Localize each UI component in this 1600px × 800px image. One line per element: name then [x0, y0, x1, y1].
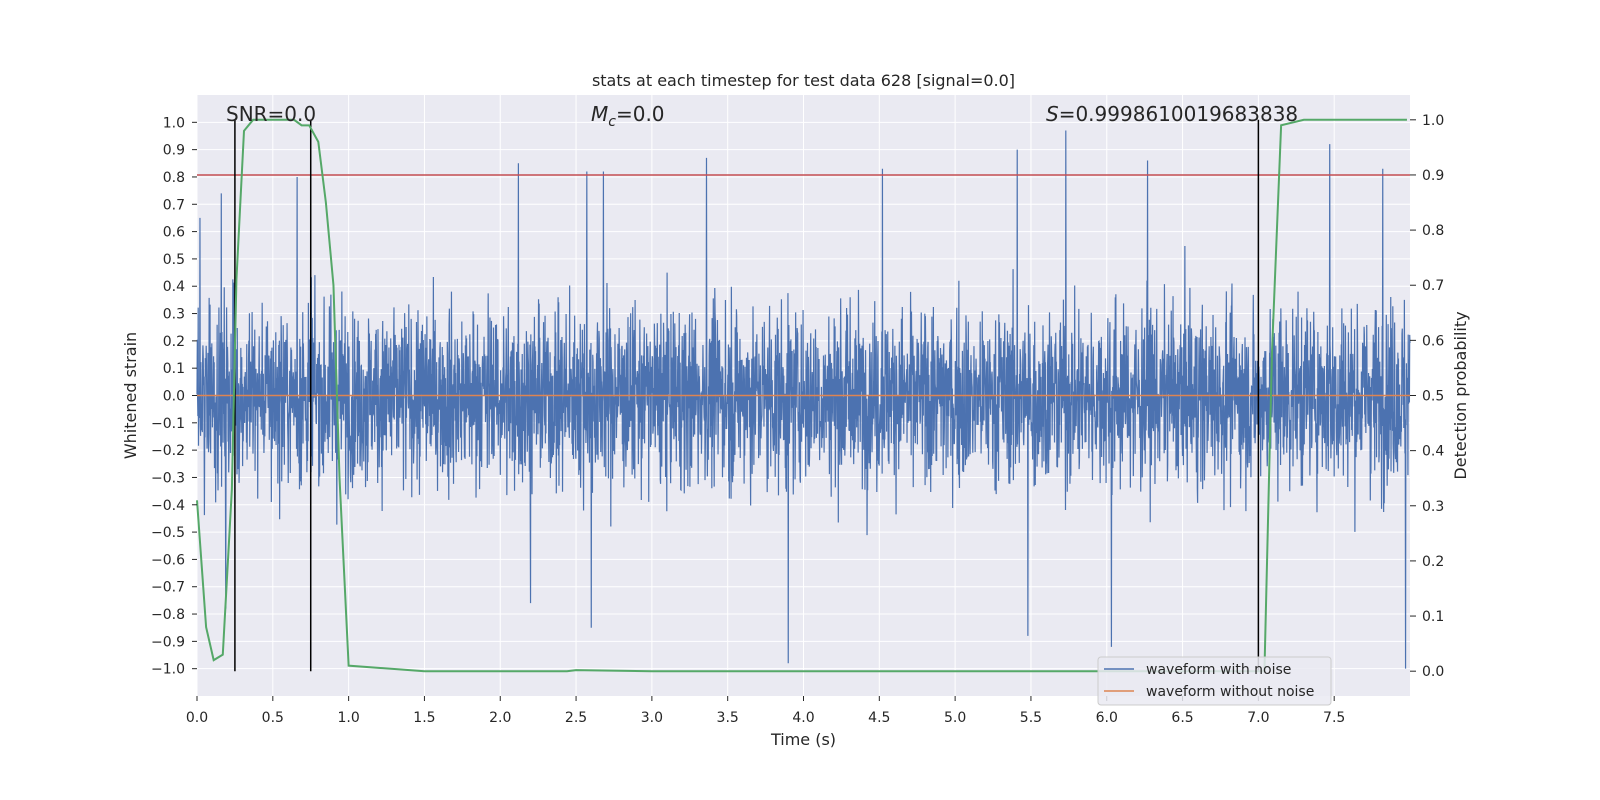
chart-title: stats at each timestep for test data 628…	[592, 71, 1015, 90]
right-y-tick-label: 0.4	[1422, 444, 1444, 460]
right-y-tick-label: 0.6	[1422, 333, 1444, 349]
right-y-tick-label: 0.8	[1422, 223, 1444, 239]
y-tick-label: −0.5	[151, 525, 185, 541]
s-symbol: S	[1046, 102, 1059, 126]
mc-symbol: M	[591, 102, 608, 126]
x-tick-label: 3.5	[717, 710, 739, 726]
y-tick-label: −0.1	[151, 416, 185, 432]
y-tick-label: 0.7	[163, 197, 185, 213]
x-tick-label: 7.5	[1323, 710, 1345, 726]
tick-labels: 1.0 0.9 0.8 0.7 0.6 0.5 0.4 0.3 0.2 0.1 0.0 −0.1 −0.…	[151, 113, 1444, 726]
y-axis-label: Whitened strain	[121, 332, 140, 459]
y-tick-label: 0.1	[163, 361, 185, 377]
y-tick-label: −0.2	[151, 443, 185, 459]
legend-label-clean: waveform without noise	[1146, 684, 1314, 700]
y-tick-label: −0.4	[151, 498, 185, 514]
x-tick-label: 3.0	[641, 710, 663, 726]
y-tick-label: 0.9	[163, 143, 185, 159]
x-tick-label: 4.5	[868, 710, 890, 726]
x-tick-label: 1.5	[413, 710, 435, 726]
x-tick-label: 6.5	[1171, 710, 1193, 726]
y-tick-label: −0.3	[151, 470, 185, 486]
right-y-tick-label: 0.7	[1422, 278, 1444, 294]
x-axis-label: Time (s)	[770, 730, 836, 749]
mc-value: =0.0	[616, 102, 665, 126]
right-y-tick-label: 0.9	[1422, 168, 1444, 184]
y-tick-label: 0.6	[163, 225, 185, 241]
x-tick-label: 7.0	[1247, 710, 1269, 726]
x-tick-label: 5.0	[944, 710, 966, 726]
chirp-mass-annotation: Mc=0.0	[591, 102, 665, 130]
noise-waveform-line	[196, 130, 1411, 669]
y-tick-label: 0.8	[163, 170, 185, 186]
y-tick-label: −0.9	[151, 634, 185, 650]
axes	[192, 119, 1416, 701]
y-tick-label: −0.8	[151, 607, 185, 623]
legend: waveform with noise waveform without noi…	[1097, 656, 1332, 706]
s-value: =0.9998610019683838	[1059, 102, 1298, 126]
y-tick-label: 1.0	[163, 115, 185, 131]
right-y-tick-label: 0.3	[1422, 499, 1444, 515]
x-tick-label: 2.0	[489, 710, 511, 726]
legend-label-noise: waveform with noise	[1146, 662, 1291, 678]
s-annotation: S=0.9998610019683838	[1046, 102, 1298, 126]
snr-annotation: SNR=0.0	[226, 102, 316, 126]
x-tick-label: 6.0	[1096, 710, 1118, 726]
right-y-axis-label: Detection probability	[1451, 311, 1470, 479]
x-tick-label: 0.0	[186, 710, 208, 726]
x-tick-label: 2.5	[565, 710, 587, 726]
right-y-tick-label: 0.1	[1422, 609, 1444, 625]
mc-subscript: c	[608, 114, 616, 130]
right-y-tick-label: 1.0	[1422, 113, 1444, 129]
right-y-tick-label: 0.0	[1422, 664, 1444, 680]
right-y-tick-label: 0.2	[1422, 554, 1444, 570]
noise-waveform-series	[196, 130, 1411, 669]
y-tick-label: 0.5	[163, 252, 185, 268]
y-tick-label: 0.0	[163, 389, 185, 405]
y-tick-label: −1.0	[151, 662, 185, 678]
y-tick-label: −0.7	[151, 580, 185, 596]
x-tick-label: 5.5	[1020, 710, 1042, 726]
y-tick-label: 0.4	[163, 279, 185, 295]
legend-box	[1097, 656, 1332, 706]
x-tick-label: 1.0	[337, 710, 359, 726]
right-y-tick-label: 0.5	[1422, 389, 1444, 405]
y-tick-label: 0.2	[163, 334, 185, 350]
y-tick-label: 0.3	[163, 307, 185, 323]
x-tick-label: 4.0	[792, 710, 814, 726]
x-tick-label: 0.5	[262, 710, 284, 726]
y-tick-label: −0.6	[151, 552, 185, 568]
